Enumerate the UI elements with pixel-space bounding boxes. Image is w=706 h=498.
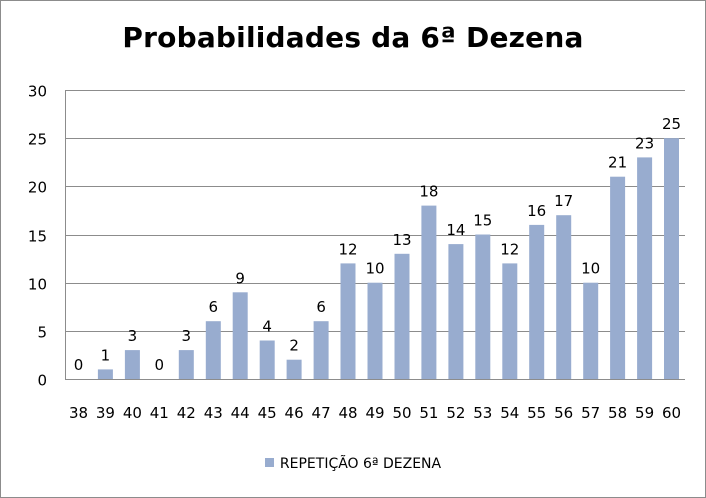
x-tick-label: 58 (608, 404, 627, 422)
x-tick-label: 47 (312, 404, 331, 422)
bar (124, 350, 140, 379)
bar (367, 282, 383, 379)
x-tick-label: 56 (554, 404, 573, 422)
bar (556, 215, 572, 379)
x-tick-label: 38 (69, 404, 88, 422)
bar (313, 321, 329, 379)
y-tick-label: 30 (28, 83, 47, 101)
data-label: 0 (74, 356, 84, 374)
data-label: 16 (527, 202, 546, 220)
bar (502, 263, 518, 379)
data-label: 1 (101, 346, 111, 364)
x-tick-label: 49 (365, 404, 384, 422)
x-tick-label: 40 (123, 404, 142, 422)
bar (421, 205, 437, 379)
bar (178, 350, 194, 379)
x-tick-label: 55 (527, 404, 546, 422)
bar (637, 157, 653, 379)
y-tick-label: 25 (28, 131, 47, 149)
data-label: 3 (128, 327, 138, 345)
x-tick-label: 45 (258, 404, 277, 422)
bar (286, 359, 302, 379)
data-label: 10 (581, 260, 600, 278)
legend-swatch (264, 457, 274, 467)
x-tick-label: 48 (338, 404, 357, 422)
data-label: 17 (554, 192, 573, 210)
data-label: 13 (392, 231, 411, 249)
bar (610, 176, 626, 379)
data-label: 10 (365, 260, 384, 278)
x-tick-label: 60 (662, 404, 681, 422)
legend-label: REPETIÇÃO 6ª DEZENA (279, 456, 442, 472)
data-label: 25 (662, 115, 681, 133)
x-tick-label: 41 (150, 404, 169, 422)
data-label: 9 (235, 269, 245, 287)
data-label: 18 (419, 183, 438, 201)
data-label: 3 (182, 327, 192, 345)
x-tick-label: 50 (392, 404, 411, 422)
data-label: 12 (338, 240, 357, 258)
x-tick-label: 52 (446, 404, 465, 422)
x-tick-label: 59 (635, 404, 654, 422)
y-tick-label: 5 (37, 324, 47, 342)
bar (394, 253, 410, 379)
x-tick-label: 54 (500, 404, 519, 422)
bar (232, 292, 248, 379)
data-label: 15 (473, 212, 492, 230)
y-tick-label: 0 (37, 372, 47, 390)
chart-title: Probabilidades da 6ª Dezena (122, 21, 584, 54)
y-tick-label: 20 (28, 179, 47, 197)
x-tick-label: 57 (581, 404, 600, 422)
x-tick-label: 51 (419, 404, 438, 422)
data-label: 21 (608, 154, 627, 172)
bar (475, 234, 491, 379)
data-label: 0 (155, 356, 165, 374)
bar (529, 224, 545, 379)
data-label: 23 (635, 134, 654, 152)
x-tick-label: 53 (473, 404, 492, 422)
bar (340, 263, 356, 379)
y-tick-label: 10 (28, 276, 47, 294)
x-tick-label: 46 (285, 404, 304, 422)
x-tick-label: 43 (204, 404, 223, 422)
bar (664, 138, 679, 379)
bar (448, 244, 464, 379)
chart-legend: REPETIÇÃO 6ª DEZENA (1, 456, 705, 472)
x-tick-label: 44 (231, 404, 250, 422)
data-label: 6 (316, 298, 326, 316)
bar (205, 321, 221, 379)
y-tick-label: 15 (28, 228, 47, 246)
bar (583, 282, 599, 379)
data-label: 12 (500, 240, 519, 258)
bar (97, 369, 113, 379)
data-label: 4 (262, 318, 272, 336)
data-label: 2 (289, 337, 299, 355)
x-tick-label: 39 (96, 404, 115, 422)
data-label: 6 (209, 298, 219, 316)
data-label: 14 (446, 221, 465, 239)
x-tick-label: 42 (177, 404, 196, 422)
bar (259, 340, 275, 379)
